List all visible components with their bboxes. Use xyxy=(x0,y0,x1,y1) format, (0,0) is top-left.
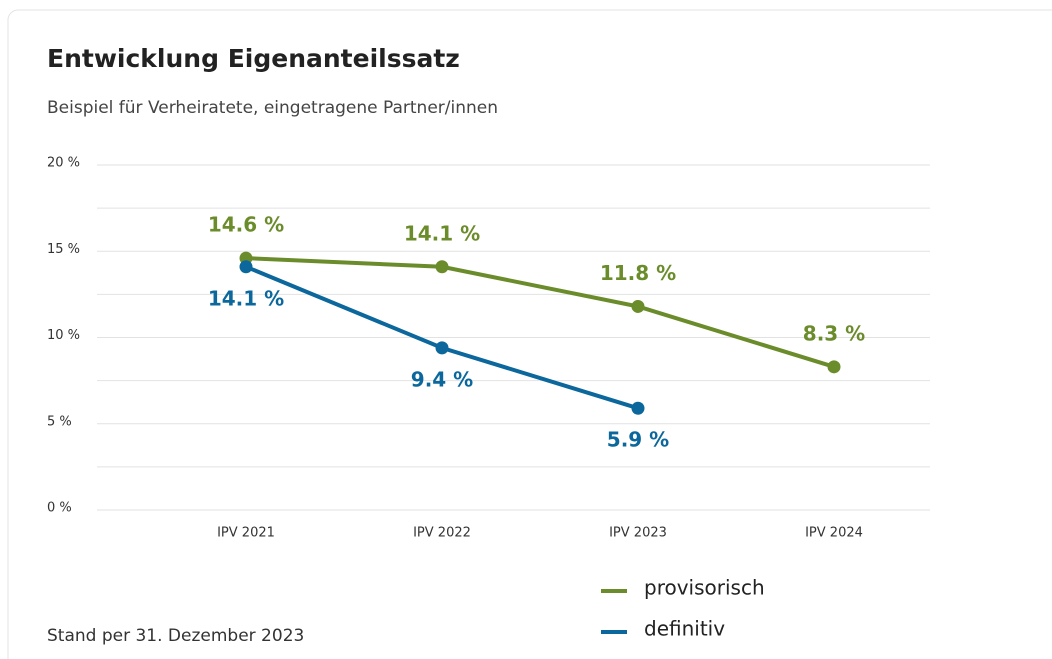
point xyxy=(827,360,841,374)
x-tick-label: IPV 2024 xyxy=(805,526,863,541)
chart-subtitle: Beispiel für Verheiratete, eingetragene … xyxy=(47,98,498,118)
value-label: 11.8 % xyxy=(600,261,676,285)
y-tick-label: 5 % xyxy=(47,414,72,429)
value-label: 5.9 % xyxy=(607,428,669,452)
y-tick-label: 10 % xyxy=(47,328,80,343)
point xyxy=(239,260,253,274)
value-label: 14.1 % xyxy=(208,286,284,310)
y-tick-label: 15 % xyxy=(47,242,80,257)
x-tick-label: IPV 2021 xyxy=(217,526,275,541)
point xyxy=(631,401,645,415)
legend-label: provisorisch xyxy=(644,576,765,600)
chart-title: Entwicklung Eigenanteilssatz xyxy=(47,44,460,73)
y-tick-label: 0 % xyxy=(47,501,72,516)
value-label: 9.4 % xyxy=(411,367,473,391)
point xyxy=(435,341,449,355)
card xyxy=(7,9,1052,659)
value-label: 14.1 % xyxy=(404,221,480,245)
value-label: 8.3 % xyxy=(803,321,865,345)
point xyxy=(435,260,449,274)
x-tick-label: IPV 2023 xyxy=(609,526,667,541)
x-tick-label: IPV 2022 xyxy=(413,526,471,541)
footnote: Stand per 31. Dezember 2023 xyxy=(47,626,304,646)
legend-label: definitiv xyxy=(644,617,725,641)
y-tick-label: 20 % xyxy=(47,156,80,171)
point xyxy=(631,299,645,313)
series-line xyxy=(245,256,835,369)
value-label: 14.6 % xyxy=(208,213,284,237)
